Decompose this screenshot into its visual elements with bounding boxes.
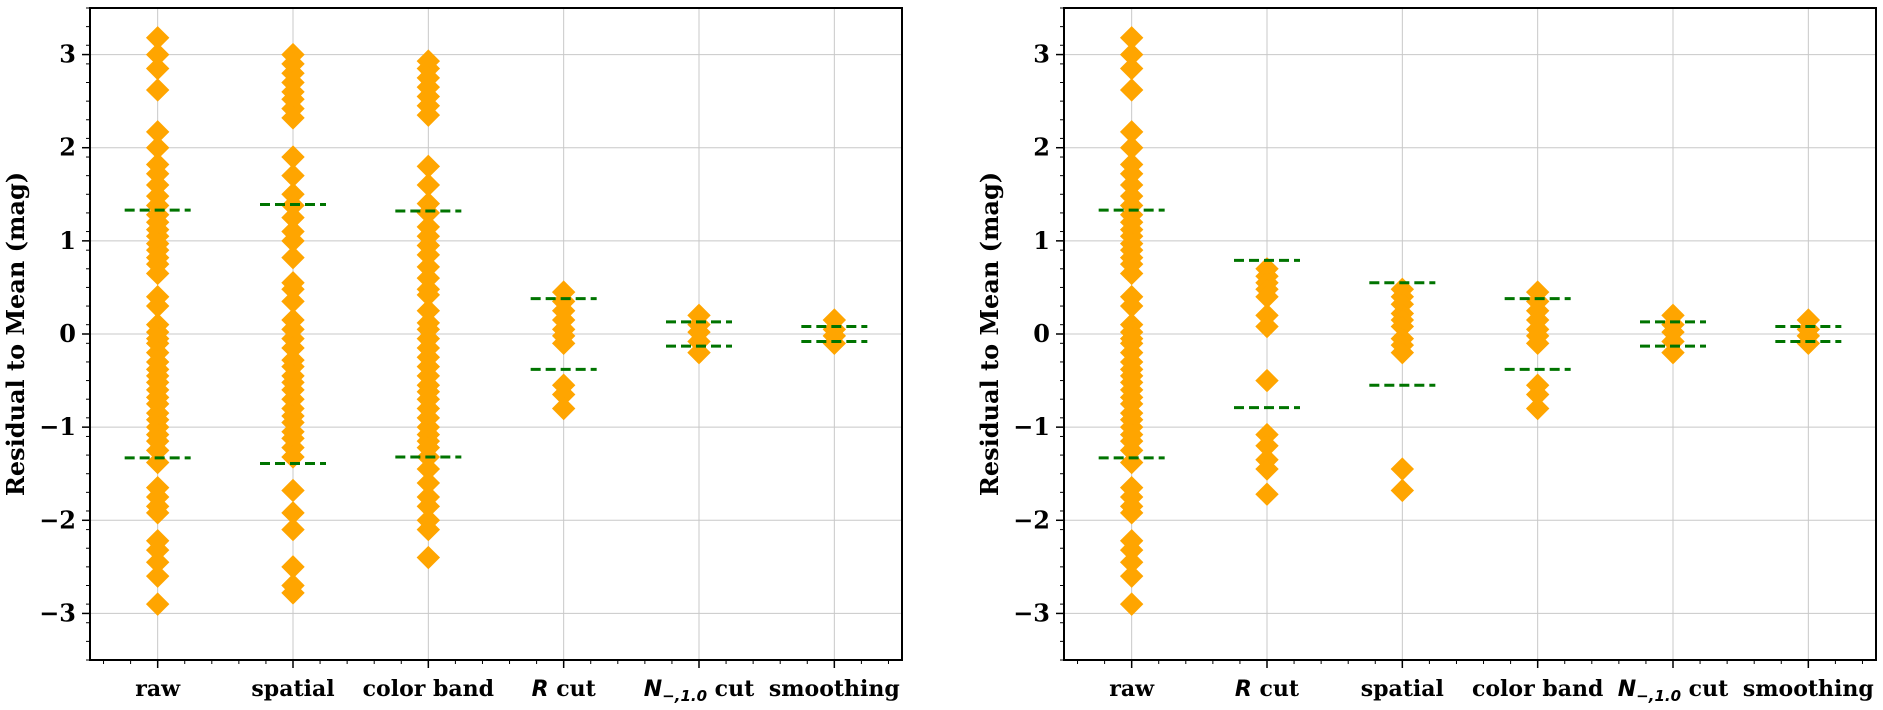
- plot-frame: [1063, 7, 1877, 661]
- data-point: [1255, 314, 1279, 339]
- y-tick-label: 0: [59, 319, 76, 348]
- data-point: [1119, 450, 1144, 475]
- data-point: [1119, 501, 1144, 525]
- x-tick-label: N−,1.0 cut: [1618, 676, 1729, 705]
- data-point: [822, 331, 847, 356]
- data-point: [1796, 331, 1821, 356]
- x-tick-label: N−,1.0 cut: [644, 676, 755, 705]
- data-point: [1119, 564, 1144, 588]
- data-point: [145, 450, 170, 475]
- data-point: [281, 517, 305, 542]
- chart-panel-right: −3 −2 −1 0 1 2 3 raw R cut spatial color band N−,1.…: [975, 7, 1877, 705]
- y-axis-label: Residual to Mean (mag): [1, 172, 30, 496]
- x-tick-label: R cut: [532, 676, 597, 702]
- data-point: [145, 78, 170, 102]
- data-point: [1255, 482, 1279, 506]
- y-tick-label: −1: [39, 412, 76, 441]
- x-tick-label: smoothing: [1743, 676, 1874, 702]
- x-tick-label: smoothing: [769, 676, 900, 702]
- y-tick-label: 2: [1033, 133, 1050, 162]
- data-point: [1525, 331, 1550, 356]
- data-point: [1255, 368, 1279, 393]
- data-point: [281, 106, 305, 130]
- data-point: [1390, 478, 1415, 503]
- data-point: [1390, 340, 1415, 365]
- y-tick-label: 1: [1033, 226, 1050, 255]
- y-tick-label: −2: [1013, 505, 1050, 534]
- y-tick-label: −3: [39, 598, 76, 627]
- data-point: [1119, 78, 1144, 102]
- data-point: [551, 396, 576, 421]
- x-tick-label: color band: [363, 676, 494, 702]
- data-point: [1525, 396, 1550, 421]
- data-point: [281, 245, 305, 270]
- data-point: [1119, 56, 1144, 81]
- data-point: [281, 478, 305, 503]
- data-point: [416, 517, 441, 542]
- y-tick-label: 3: [59, 40, 76, 69]
- y-tick-label: 2: [59, 133, 76, 162]
- data-point: [1390, 457, 1415, 481]
- data-point: [145, 261, 170, 286]
- y-tick-label: −2: [39, 505, 76, 534]
- chart-panel-left: −3 −2 −1 0 1 2 3 raw spatial color band R cut N−,1.…: [1, 7, 903, 705]
- plot-frame: [89, 7, 903, 661]
- x-tick-label: color band: [1472, 676, 1603, 702]
- y-tick-label: 3: [1033, 40, 1050, 69]
- x-tick-label: raw: [1109, 676, 1155, 702]
- x-tick-label: spatial: [251, 676, 334, 702]
- data-point: [1119, 592, 1144, 616]
- y-tick-label: −3: [1013, 598, 1050, 627]
- x-tick-label: spatial: [1361, 676, 1444, 702]
- data-point: [1119, 261, 1144, 286]
- x-tick-label: R cut: [1235, 676, 1300, 702]
- data-point: [281, 581, 305, 605]
- data-point: [551, 331, 576, 356]
- y-tick-label: −1: [1013, 412, 1050, 441]
- y-tick-label: 1: [59, 226, 76, 255]
- x-tick-label: raw: [135, 676, 181, 702]
- y-tick-label: 0: [1033, 319, 1050, 348]
- data-point: [145, 501, 170, 525]
- data-point: [416, 103, 441, 127]
- data-point: [145, 564, 170, 588]
- y-axis-label: Residual to Mean (mag): [975, 172, 1004, 496]
- data-point: [416, 545, 441, 570]
- data-point: [1255, 457, 1279, 481]
- data-point: [145, 592, 170, 616]
- data-point: [145, 56, 170, 81]
